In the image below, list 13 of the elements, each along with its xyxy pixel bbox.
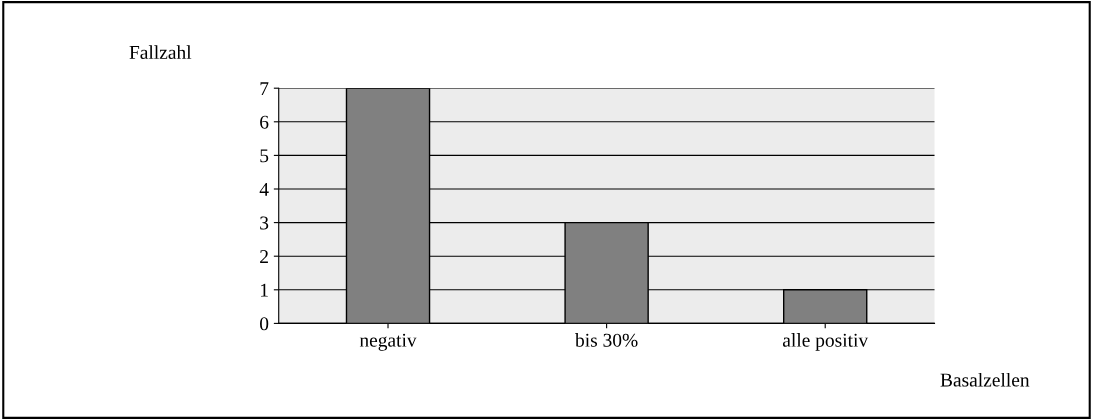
y-axis-title: Fallzahl [129,45,192,59]
x-axis-title: Basalzellen [940,372,1030,387]
x-tick-label: negativ [359,333,417,351]
y-tick-label: 1 [260,283,268,297]
x-tick-label: alle positiv [782,333,869,351]
y-tick-label: 5 [260,149,269,163]
x-tick-label: bis 30% [575,333,638,347]
y-tick-label: 0 [260,317,269,331]
y-tick-label: 6 [260,115,269,129]
y-tick-label: 7 [260,82,269,95]
y-tick-label: 3 [260,216,269,230]
y-tick-label: 2 [260,250,268,263]
y-tick-label: 4 [259,182,269,196]
